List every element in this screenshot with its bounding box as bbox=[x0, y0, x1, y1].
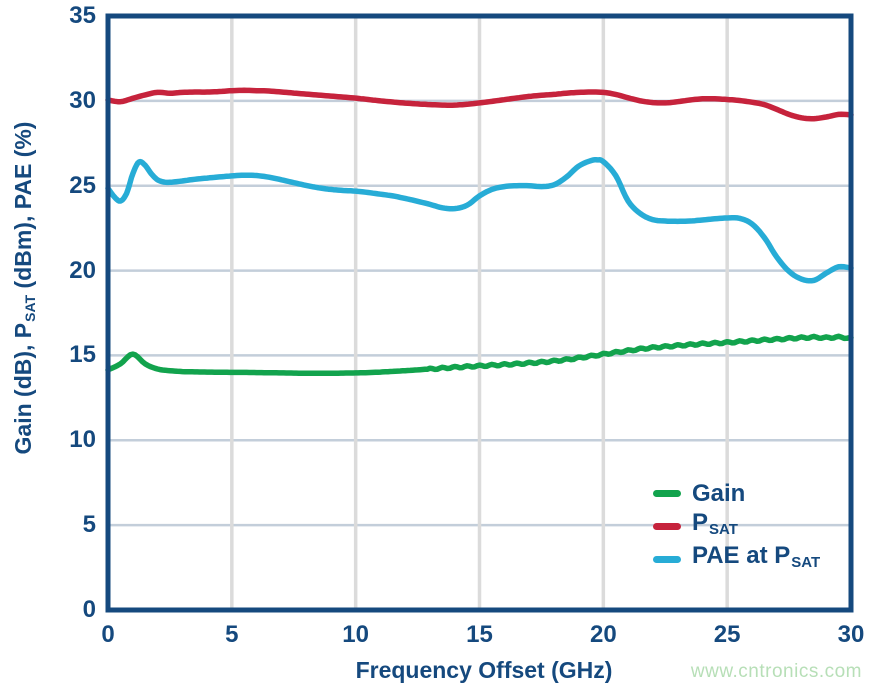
y-tick-label: 20 bbox=[69, 256, 96, 284]
x-tick-label: 25 bbox=[713, 621, 741, 648]
series-pae-line bbox=[105, 157, 854, 284]
x-tick-label: 10 bbox=[342, 621, 369, 648]
legend-gain-line-swatch bbox=[653, 490, 681, 497]
legend-entry-gain: Gain bbox=[653, 477, 820, 510]
y-tick-label: 0 bbox=[82, 596, 96, 623]
x-tick-label: 5 bbox=[225, 621, 239, 648]
subscript-text: SAT bbox=[791, 554, 821, 571]
legend-psat-label: PSAT bbox=[692, 509, 738, 544]
subscript-text: SAT bbox=[709, 521, 738, 538]
x-tick-label: 0 bbox=[101, 621, 115, 648]
watermark: www.cntronics.com bbox=[690, 661, 862, 682]
legend-pae-label: PAE at PSAT bbox=[692, 542, 820, 577]
y-axis-title: Gain (dB), PSAT (dBm), PAE (%) bbox=[10, 78, 38, 498]
label-text: (dBm), PAE (%) bbox=[10, 121, 36, 295]
legend-entry-pae: PAE at PSAT bbox=[653, 542, 820, 577]
y-tick-label: 30 bbox=[69, 86, 96, 114]
series-gain-line bbox=[105, 333, 854, 377]
series-psat-line bbox=[105, 87, 854, 122]
y-tick-label: 10 bbox=[69, 426, 96, 454]
label-text: P bbox=[692, 509, 709, 536]
legend-gain-label: Gain bbox=[692, 480, 745, 508]
subscript-text: SAT bbox=[22, 294, 38, 322]
label-text: Gain bbox=[692, 479, 746, 507]
y-tick-label: 25 bbox=[69, 171, 96, 199]
x-tick-label: 20 bbox=[589, 621, 617, 648]
legend-pae-line-swatch bbox=[653, 556, 681, 563]
y-tick-label: 5 bbox=[82, 511, 96, 539]
legend: Gain PSAT PAE at PSAT bbox=[653, 477, 820, 576]
y-tick-label: 15 bbox=[69, 341, 96, 369]
legend-psat-line-swatch bbox=[653, 523, 681, 530]
label-text: PAE at P bbox=[692, 542, 791, 569]
x-axis-title: Frequency Offset (GHz) bbox=[355, 657, 613, 683]
y-tick-label: 35 bbox=[69, 2, 96, 29]
x-tick-label: 15 bbox=[466, 621, 493, 648]
x-tick-label: 30 bbox=[837, 621, 865, 648]
label-text: Gain (dB), P bbox=[10, 322, 36, 455]
plot-frame bbox=[105, 13, 854, 613]
legend-entry-psat: PSAT bbox=[653, 509, 820, 544]
